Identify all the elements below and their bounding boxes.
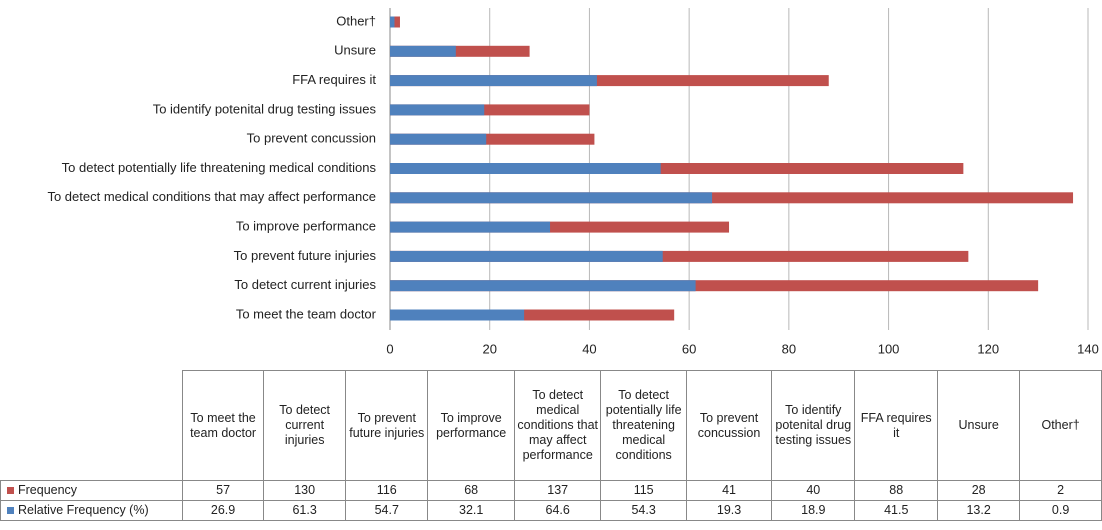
data-row: Relative Frequency (%) 26.9 61.3 54.7 32.1 64… <box>0 500 1102 521</box>
y-tick-label: To prevent concussion <box>247 131 376 146</box>
table-cell: 0.9 <box>1019 500 1102 521</box>
column-header: To identify potenital drug testing issue… <box>771 370 856 481</box>
x-tick-label: 80 <box>782 341 796 356</box>
bar <box>390 280 696 292</box>
column-header: To improve performance <box>427 370 515 481</box>
y-tick-label: To detect potentially life threatening m… <box>62 160 377 175</box>
header-row: To meet the team doctor To detect current… <box>0 370 1102 481</box>
table-cell: 57 <box>181 480 265 501</box>
bar <box>390 75 597 87</box>
y-tick-label: To improve performance <box>236 219 376 234</box>
table-cell: 64.6 <box>513 500 602 521</box>
bar <box>390 250 663 262</box>
bar <box>390 45 530 57</box>
column-header: To detect medical conditions that may af… <box>513 370 602 481</box>
column-header: Other† <box>1019 370 1102 481</box>
table-cell: 116 <box>345 480 429 501</box>
table-cell: 26.9 <box>181 500 265 521</box>
x-tick-label: 120 <box>977 341 999 356</box>
legend-key <box>7 507 14 514</box>
bar <box>390 104 590 116</box>
table-cell: 68 <box>427 480 515 501</box>
table-cell: 137 <box>513 480 602 501</box>
bar <box>390 75 829 87</box>
data-table: To meet the team doctor To detect current… <box>0 370 1102 521</box>
table-cell: 2 <box>1019 480 1102 501</box>
column-header: To prevent future injuries <box>345 370 429 481</box>
table-cell: 130 <box>263 480 347 501</box>
table-cell: 13.2 <box>937 500 1021 521</box>
table-cell: 54.7 <box>345 500 429 521</box>
x-tick-label: 60 <box>682 341 696 356</box>
bar <box>390 192 713 204</box>
column-header: To detect potentially life threatening m… <box>600 370 687 481</box>
table-cell: 18.9 <box>771 500 856 521</box>
bar <box>390 16 400 28</box>
y-tick-label: Other† <box>336 13 376 28</box>
column-header: To prevent concussion <box>685 370 773 481</box>
x-tick-label: 100 <box>878 341 900 356</box>
row-header: Relative Frequency (%) <box>0 500 183 521</box>
bar <box>390 221 730 233</box>
data-row: Frequency 57 130 116 68 137 115 41 40 88 28 2 <box>0 480 1102 501</box>
bar <box>390 309 525 321</box>
column-header: FFA requires it <box>854 370 939 481</box>
table-cell: 41.5 <box>854 500 939 521</box>
bar <box>390 163 964 174</box>
bar <box>390 45 456 57</box>
y-tick-label: To prevent future injuries <box>234 248 377 263</box>
table-cell: 41 <box>685 480 773 501</box>
column-header: Unsure <box>937 370 1021 481</box>
table-cell: 54.3 <box>600 500 687 521</box>
bar <box>390 250 969 262</box>
table-cell: 28 <box>937 480 1021 501</box>
bar <box>390 16 395 28</box>
y-tick-label: FFA requires it <box>292 72 376 87</box>
corner-cell <box>0 370 183 481</box>
x-tick-label: 140 <box>1077 341 1099 356</box>
bar <box>390 221 551 233</box>
legend-key <box>7 487 14 494</box>
bar <box>390 104 485 116</box>
y-tick-label: Unsure <box>334 43 376 58</box>
column-header: To detect current injuries <box>263 370 347 481</box>
y-tick-label: To detect medical conditions that may af… <box>47 189 376 204</box>
chart: 0 20 40 60 80 100 120 140 To meet the team docto… <box>47 8 1099 356</box>
legend-label: Frequency <box>18 483 78 497</box>
bar <box>390 280 1039 292</box>
bar <box>390 133 595 145</box>
x-tick-label: 40 <box>582 341 596 356</box>
y-tick-label: To meet the team doctor <box>236 306 377 321</box>
bar <box>390 133 487 145</box>
column-header: To meet the team doctor <box>181 370 265 481</box>
table-cell: 61.3 <box>263 500 347 521</box>
row-header: Frequency <box>0 480 183 501</box>
legend-label: Relative Frequency (%) <box>18 503 149 517</box>
x-tick-label: 0 <box>386 341 393 356</box>
y-tick-label: To detect current injuries <box>234 277 376 292</box>
x-tick-label: 20 <box>482 341 496 356</box>
bar <box>390 163 661 174</box>
bar <box>390 192 1074 204</box>
table-cell: 115 <box>600 480 687 501</box>
table-cell: 32.1 <box>427 500 515 521</box>
table-cell: 19.3 <box>685 500 773 521</box>
table-cell: 40 <box>771 480 856 501</box>
table-cell: 88 <box>854 480 939 501</box>
y-tick-label: To identify potenital drug testing issue… <box>153 101 377 116</box>
bar <box>390 309 675 321</box>
